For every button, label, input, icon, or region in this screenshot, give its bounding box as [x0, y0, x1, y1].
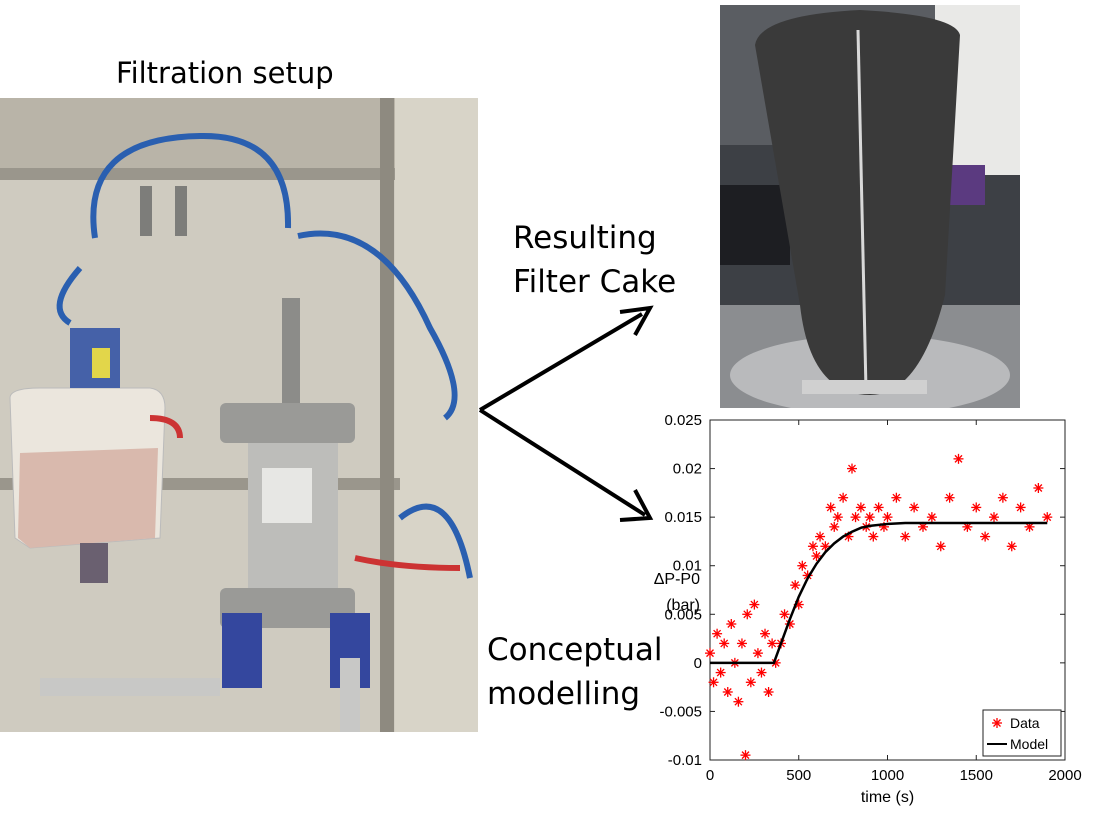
data-point [944, 492, 955, 503]
data-point [742, 609, 753, 620]
legend-data-marker [992, 718, 1002, 728]
x-tick-label: 1000 [871, 767, 904, 784]
data-point [726, 619, 737, 629]
y-tick-label: 0 [694, 655, 702, 672]
data-point [779, 609, 790, 620]
data-point [971, 502, 982, 513]
data-point [1006, 541, 1017, 552]
modelling-label-line1: Conceptual [487, 632, 663, 668]
y-tick-label: 0.02 [673, 461, 702, 478]
data-point [855, 502, 866, 513]
data-point [1024, 521, 1035, 532]
legend: Data Model [982, 709, 1062, 757]
data-point [909, 502, 920, 513]
y-tick-label: -0.005 [659, 703, 702, 720]
data-point [760, 628, 771, 639]
filter-cake-photo [720, 5, 1020, 408]
data-point [847, 463, 857, 474]
data-point [953, 453, 964, 464]
data-point [989, 512, 999, 523]
arrow-to-cake-icon [478, 312, 644, 412]
arrow-to-chart-icon [478, 408, 647, 517]
data-point [1015, 502, 1026, 513]
y-tick-label: 0.01 [673, 558, 702, 575]
data-point [864, 512, 875, 523]
data-point [790, 580, 801, 591]
data-point [767, 638, 778, 649]
x-tick-label: 0 [706, 767, 714, 784]
data-point [1042, 512, 1053, 523]
data-point [756, 667, 767, 678]
data-point [832, 512, 843, 523]
x-tick-label: 2000 [1048, 767, 1081, 784]
data-point [811, 551, 822, 561]
pressure-chart: -0.01 -0.005 0 0.005 0.01 0.015 0.02 0.025 0 500… [654, 412, 1082, 806]
y-tick-label: 0.025 [664, 412, 702, 429]
plot-area [709, 419, 1066, 761]
data-point [873, 502, 884, 513]
x-tick-label: 1500 [960, 767, 993, 784]
data-point [745, 677, 756, 688]
data-point [736, 638, 747, 649]
data-point [705, 648, 715, 659]
data-point [882, 512, 893, 523]
y-axis-label-line1: ΔP-P0 [654, 571, 700, 588]
data-point [829, 521, 840, 532]
data-point [793, 599, 804, 610]
data-point [850, 512, 861, 523]
data-point [980, 531, 991, 542]
legend-box [982, 709, 1062, 757]
arrow-head-cake-icon [619, 305, 654, 336]
x-tick-label: 500 [786, 767, 811, 784]
data-point [838, 492, 849, 503]
data-point [763, 687, 774, 697]
model-line [710, 521, 1048, 665]
data-point [807, 541, 818, 552]
arrow-head-chart-icon [619, 489, 654, 522]
setup-title: Filtration setup [116, 56, 334, 90]
data-point [1033, 483, 1044, 493]
data-point [722, 687, 733, 697]
arrows [478, 305, 654, 522]
data-point [797, 560, 808, 571]
y-tick-label: -0.01 [668, 752, 702, 769]
filter-cake-label-line1: Resulting [513, 220, 657, 256]
data-point [715, 667, 726, 678]
data-point [926, 512, 937, 523]
filtration-setup-photo [0, 98, 478, 732]
data-point [719, 638, 730, 649]
data-point [997, 492, 1008, 503]
data-point [733, 696, 744, 707]
data-point [815, 531, 826, 542]
data-point [935, 541, 946, 552]
data-point [752, 648, 763, 659]
legend-data-label: Data [1010, 715, 1040, 731]
data-point [891, 492, 902, 503]
modelling-label-line2: modelling [487, 676, 641, 712]
data-point [749, 599, 760, 610]
data-point [712, 628, 723, 639]
data-point [825, 502, 836, 513]
x-axis-label: time (s) [861, 789, 914, 806]
y-tick-label: 0.005 [664, 606, 702, 623]
y-axis-label-line2: (bar) [666, 597, 700, 614]
y-tick-label: 0.015 [664, 509, 702, 526]
legend-model-label: Model [1010, 736, 1048, 752]
data-point [708, 677, 719, 688]
data-point [900, 531, 911, 542]
data-point [740, 750, 751, 761]
data-point [868, 531, 879, 542]
filter-cake-label-line2: Filter Cake [513, 264, 677, 300]
